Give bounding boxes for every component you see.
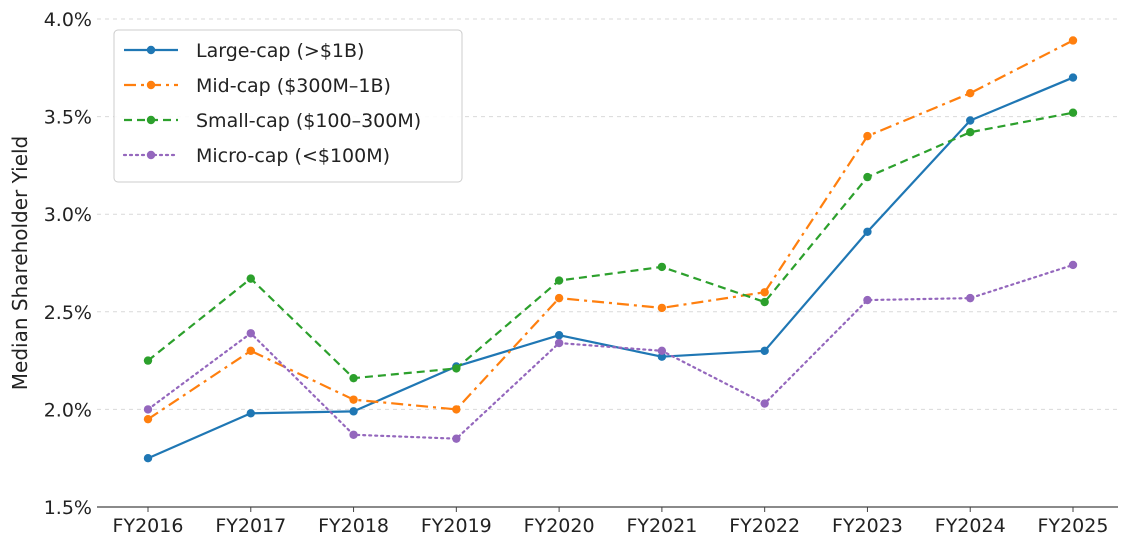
x-tick-label: FY2022 [729, 515, 800, 537]
y-tick-label: 4.0% [44, 9, 92, 31]
data-point [554, 293, 564, 303]
series-line [147, 39, 1074, 421]
y-tick-label: 2.0% [44, 399, 92, 421]
x-tick-label: FY2025 [1038, 515, 1109, 537]
data-point [760, 288, 769, 297]
data-point [863, 295, 872, 305]
data-point [966, 128, 975, 137]
data-point [760, 399, 769, 408]
y-tick-label: 3.0% [44, 204, 92, 226]
data-point [143, 356, 153, 365]
data-point [966, 88, 975, 98]
data-point [143, 414, 153, 424]
x-tick-label: FY2024 [935, 515, 1006, 537]
data-point [1068, 73, 1078, 82]
legend-label: Mid-cap ($300M–1B) [196, 75, 391, 97]
legend-item: Large-cap (>$1B) [124, 40, 364, 62]
data-point [863, 227, 872, 236]
data-point [863, 172, 872, 182]
x-tick-label: FY2021 [626, 515, 697, 537]
series-2 [143, 108, 1078, 383]
data-point [554, 331, 564, 340]
x-tick-label: FY2017 [215, 515, 286, 537]
legend-box [113, 29, 463, 183]
data-point [349, 395, 358, 404]
data-point [966, 116, 975, 125]
legend-marker [146, 115, 156, 125]
x-tick-label: FY2020 [524, 515, 595, 537]
series-line [147, 111, 1074, 380]
data-point [143, 405, 153, 414]
data-point [452, 434, 461, 443]
legend-marker [146, 80, 156, 90]
series [143, 36, 1078, 463]
legend-item: Micro-cap (<$100M) [122, 145, 390, 167]
x-tick-labels: FY2016 FY2017 FY2018 FY2019 FY2020 FY2021 FY20… [113, 507, 1109, 537]
data-point [657, 262, 667, 272]
series-line [147, 76, 1074, 460]
y-tick-label: 1.5% [44, 497, 92, 519]
series-line [146, 263, 1075, 440]
legend-label: Small-cap ($100–300M) [196, 110, 421, 132]
legend: Large-cap (>$1B) Mid-cap ($300M–1B) Small-… [113, 29, 463, 183]
y-tick-label: 3.5% [44, 107, 92, 129]
data-point [349, 407, 358, 416]
data-point [966, 293, 975, 303]
y-tick-label: 2.5% [44, 302, 92, 324]
x-tick-label: FY2016 [113, 515, 184, 537]
data-point [1068, 260, 1078, 270]
x-tick-label: FY2023 [832, 515, 903, 537]
legend-item: Mid-cap ($300M–1B) [124, 75, 391, 97]
data-point [246, 274, 255, 283]
legend-label: Large-cap (>$1B) [196, 40, 364, 62]
data-point [246, 409, 255, 418]
legend-marker [146, 150, 156, 160]
legend-item: Small-cap ($100–300M) [124, 110, 421, 132]
x-tick-label: FY2019 [421, 515, 492, 537]
data-point [657, 346, 667, 356]
data-point [143, 454, 153, 463]
data-point [1068, 36, 1078, 45]
data-point [452, 364, 461, 373]
y-axis-label: Median Shareholder Yield [8, 136, 32, 390]
data-point [657, 303, 667, 313]
series-3 [143, 260, 1078, 443]
data-point [246, 329, 255, 338]
data-point [760, 346, 769, 356]
data-point [349, 373, 358, 383]
data-point [554, 338, 564, 348]
legend-marker [146, 45, 156, 55]
data-point [246, 346, 255, 356]
legend-label: Micro-cap (<$100M) [196, 145, 390, 167]
data-point [452, 405, 461, 414]
data-point [1068, 108, 1078, 117]
x-tick-label: FY2018 [318, 515, 389, 537]
data-point [657, 352, 667, 361]
series-1 [143, 36, 1078, 424]
data-point [863, 131, 872, 141]
data-point [349, 430, 358, 439]
data-point [554, 276, 564, 285]
y-tick-labels: 1.5% 2.0% 2.5% 3.0% 3.5% 4.0% [44, 9, 92, 519]
data-point [760, 297, 769, 307]
